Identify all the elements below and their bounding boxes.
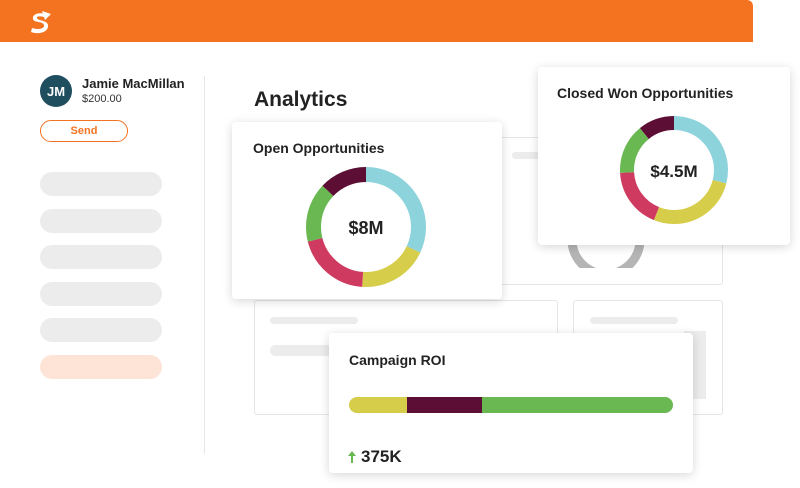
closed-won-donut-segment-5 xyxy=(620,116,728,224)
sidebar-item-placeholder[interactable] xyxy=(40,245,162,269)
open-opportunities-card[interactable]: Open Opportunities $8M xyxy=(232,122,502,299)
open-opportunities-donut: $8M xyxy=(306,167,426,287)
campaign-roi-bar xyxy=(349,397,673,413)
closed-won-card[interactable]: Closed Won Opportunities $4.5M xyxy=(538,67,790,245)
skeleton-line xyxy=(270,345,332,356)
campaign-roi-title: Campaign ROI xyxy=(349,352,446,368)
open-opportunities-donut-segment-5 xyxy=(306,167,426,287)
page-title: Analytics xyxy=(254,88,348,111)
top-bar xyxy=(0,0,753,42)
background-donut-icon xyxy=(567,239,645,268)
sidebar-item-placeholder[interactable] xyxy=(40,282,162,306)
skeleton-line xyxy=(270,317,358,324)
sidebar-item-placeholder[interactable] xyxy=(40,172,162,196)
open-opportunities-donut-segment-4 xyxy=(306,167,426,287)
campaign-roi-segment-3 xyxy=(481,397,673,413)
user-balance: $200.00 xyxy=(82,93,122,105)
sidebar-item-placeholder[interactable] xyxy=(40,318,162,342)
open-opportunities-donut-segment-2 xyxy=(306,167,426,287)
campaign-roi-card[interactable]: Campaign ROI 375K xyxy=(329,333,693,473)
sidebar-item-placeholder[interactable] xyxy=(40,209,162,233)
campaign-roi-segment-2 xyxy=(407,397,482,413)
up-arrow-icon xyxy=(348,451,356,463)
skeleton-line xyxy=(512,152,552,159)
open-opportunities-value: $8M xyxy=(348,218,383,238)
closed-won-donut: $4.5M xyxy=(620,116,728,224)
user-name: Jamie MacMillan xyxy=(82,76,185,91)
open-opportunities-title: Open Opportunities xyxy=(253,140,385,156)
sidebar-divider xyxy=(204,76,205,454)
closed-won-value: $4.5M xyxy=(650,162,697,181)
avatar[interactable]: JM xyxy=(40,75,72,107)
send-button[interactable]: Send xyxy=(40,120,128,142)
skeleton-line xyxy=(590,317,678,324)
campaign-roi-segment-1 xyxy=(349,397,408,413)
sidebar-item-active[interactable] xyxy=(40,355,162,379)
brand-logo-icon[interactable] xyxy=(26,8,54,36)
closed-won-title: Closed Won Opportunities xyxy=(557,85,734,101)
closed-won-donut-segment-4 xyxy=(620,116,728,224)
closed-won-donut-segment-2 xyxy=(620,116,728,224)
campaign-roi-value: 375K xyxy=(361,447,402,466)
